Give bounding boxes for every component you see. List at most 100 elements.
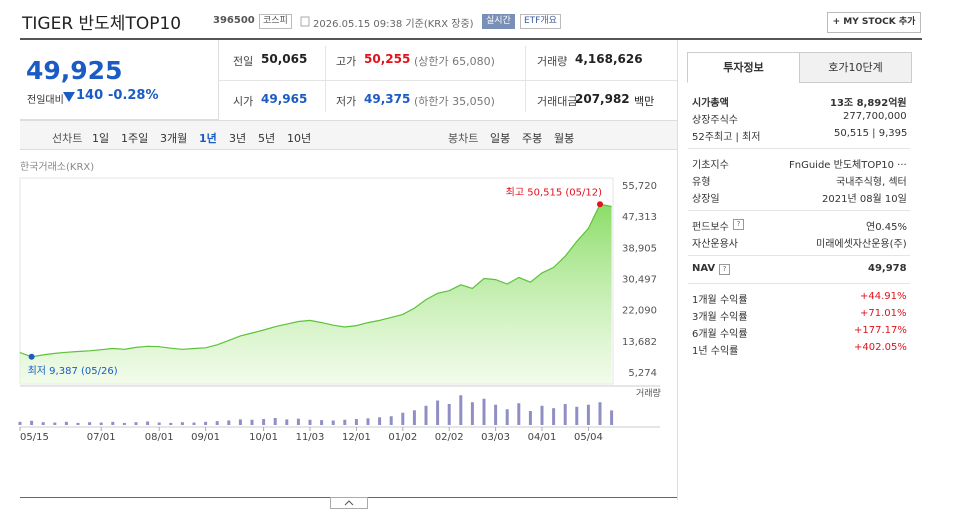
volume-bar — [470, 402, 474, 425]
help-icon[interactable]: ? — [733, 219, 744, 230]
side-label: 자산운용사 — [692, 239, 738, 250]
volume-bar — [146, 421, 150, 425]
y-tick-label: 13,682 — [622, 337, 657, 348]
period-tab[interactable]: 5년 — [258, 132, 276, 145]
title: TIGER 반도체TOP10 — [22, 14, 182, 34]
candle-tab[interactable]: 주봉 — [522, 132, 543, 145]
side-label: 유형 — [692, 177, 711, 188]
side-label: NAV — [692, 263, 716, 274]
volume-bar — [575, 406, 579, 425]
volume-bar — [447, 404, 451, 425]
change: 140 — [76, 88, 104, 103]
period-tab[interactable]: 3개월 — [160, 132, 188, 145]
x-tick-label: 05/15 — [20, 432, 49, 443]
y-tick-label: 22,090 — [622, 306, 657, 317]
candle-tab[interactable]: 월봉 — [554, 132, 575, 145]
volume-bar — [366, 418, 370, 425]
side-label: 3개월 수익률 — [692, 312, 748, 323]
period-tab[interactable]: 1일 — [92, 132, 110, 145]
side-value: 연0.45% — [866, 222, 907, 233]
volume-bar — [540, 405, 544, 425]
price-line — [19, 203, 612, 358]
volume-bar — [192, 422, 196, 425]
volume-bar — [528, 411, 532, 425]
chart: 한국거래소(KRX) 거래량 55,720 47,313 38,905 30,497 2… — [18, 161, 661, 443]
volume-bar — [459, 395, 463, 425]
mystock-button[interactable]: + MY STOCK 추가 — [827, 12, 921, 33]
side-tab[interactable]: 호가10단계 — [799, 52, 912, 83]
side-rule — [688, 283, 910, 284]
volume-bar — [122, 422, 126, 425]
side-label: 1년 수익률 — [692, 346, 739, 357]
volume-bar — [378, 417, 382, 425]
stat-sep — [525, 46, 526, 112]
volume-bar — [111, 421, 115, 425]
volume-bar — [563, 404, 567, 425]
etf-overview[interactable]: ETF개요 — [520, 14, 561, 29]
side-value: +402.05% — [854, 342, 907, 353]
volume-bar — [586, 404, 590, 425]
side-value: +71.01% — [860, 308, 907, 319]
x-tick-label: 11/03 — [296, 432, 325, 443]
candle-tab[interactable]: 일봉 — [490, 132, 511, 145]
min-label: 최저 9,387 (05/26) — [28, 365, 118, 377]
volume-bar — [610, 410, 614, 425]
volume-bar — [88, 422, 92, 425]
stat-label: 거래대금 — [537, 95, 578, 108]
period-tab[interactable]: 1년 — [199, 132, 217, 145]
period-tab[interactable]: 10년 — [287, 132, 312, 145]
timestamp: 2026.05.15 09:38 기준(KRX 장중) — [313, 19, 474, 30]
change-pct: -0.28% — [108, 88, 159, 103]
y-tick-label: 5,274 — [628, 368, 657, 379]
x-tick-label: 04/01 — [528, 432, 557, 443]
realtime-badge[interactable]: 실시간 — [482, 14, 515, 29]
price: 49,925 — [26, 56, 123, 85]
x-tick-label: 12/01 — [342, 432, 371, 443]
side-tab[interactable]: 투자정보 — [687, 52, 800, 83]
market-badge: 코스피 — [259, 14, 292, 29]
stat-value: 50,255 — [364, 52, 411, 66]
period-tab[interactable]: 3년 — [229, 132, 247, 145]
side-label: 기초지수 — [692, 160, 729, 171]
side-value: +44.91% — [860, 291, 907, 302]
price-area — [20, 204, 612, 384]
code: 396500 — [213, 15, 255, 26]
volume-bar — [64, 421, 68, 425]
help-icon[interactable]: ? — [719, 264, 730, 275]
stat-note: 백만 — [634, 95, 655, 108]
side-value: 49,978 — [868, 263, 907, 274]
volume-bar — [76, 422, 80, 425]
side-value: 국내주식형, 섹터 — [836, 177, 907, 188]
side-rule — [688, 210, 910, 211]
volume-bar — [296, 418, 300, 425]
source: 한국거래소(KRX) — [20, 161, 94, 173]
x-tick-label: 03/03 — [481, 432, 510, 443]
tab-label: 선차트 — [52, 132, 83, 145]
stat-value: 4,168,626 — [575, 52, 643, 66]
volume-bar — [215, 421, 219, 425]
collapse-button[interactable] — [330, 497, 368, 509]
side-rule — [688, 148, 910, 149]
side-label: 시가총액 — [692, 98, 729, 109]
stat-value: 49,375 — [364, 92, 411, 106]
y-tick-label: 47,313 — [622, 212, 657, 223]
period-tab[interactable]: 1주일 — [121, 132, 149, 145]
change-label: 전일대비 — [27, 95, 64, 106]
volume-bar — [436, 400, 440, 425]
max-label: 최고 50,515 (05/12) — [506, 186, 602, 198]
stat-note: (하한가 35,050) — [414, 95, 495, 108]
side-label: 펀드보수 — [692, 222, 729, 233]
side-value: 2021년 08월 10일 — [822, 194, 907, 205]
stat-value: 49,965 — [261, 92, 308, 106]
side-label: 상장일 — [692, 194, 720, 205]
tab-bar — [20, 120, 677, 150]
volume-bar — [53, 422, 57, 425]
volume-bar — [331, 420, 335, 425]
y-tick-label: 38,905 — [622, 243, 657, 254]
volume-bar — [494, 404, 498, 425]
volume-bar — [157, 422, 161, 425]
volume-bar — [30, 420, 34, 425]
volume-bar — [204, 421, 208, 425]
volume-bar — [285, 419, 289, 425]
